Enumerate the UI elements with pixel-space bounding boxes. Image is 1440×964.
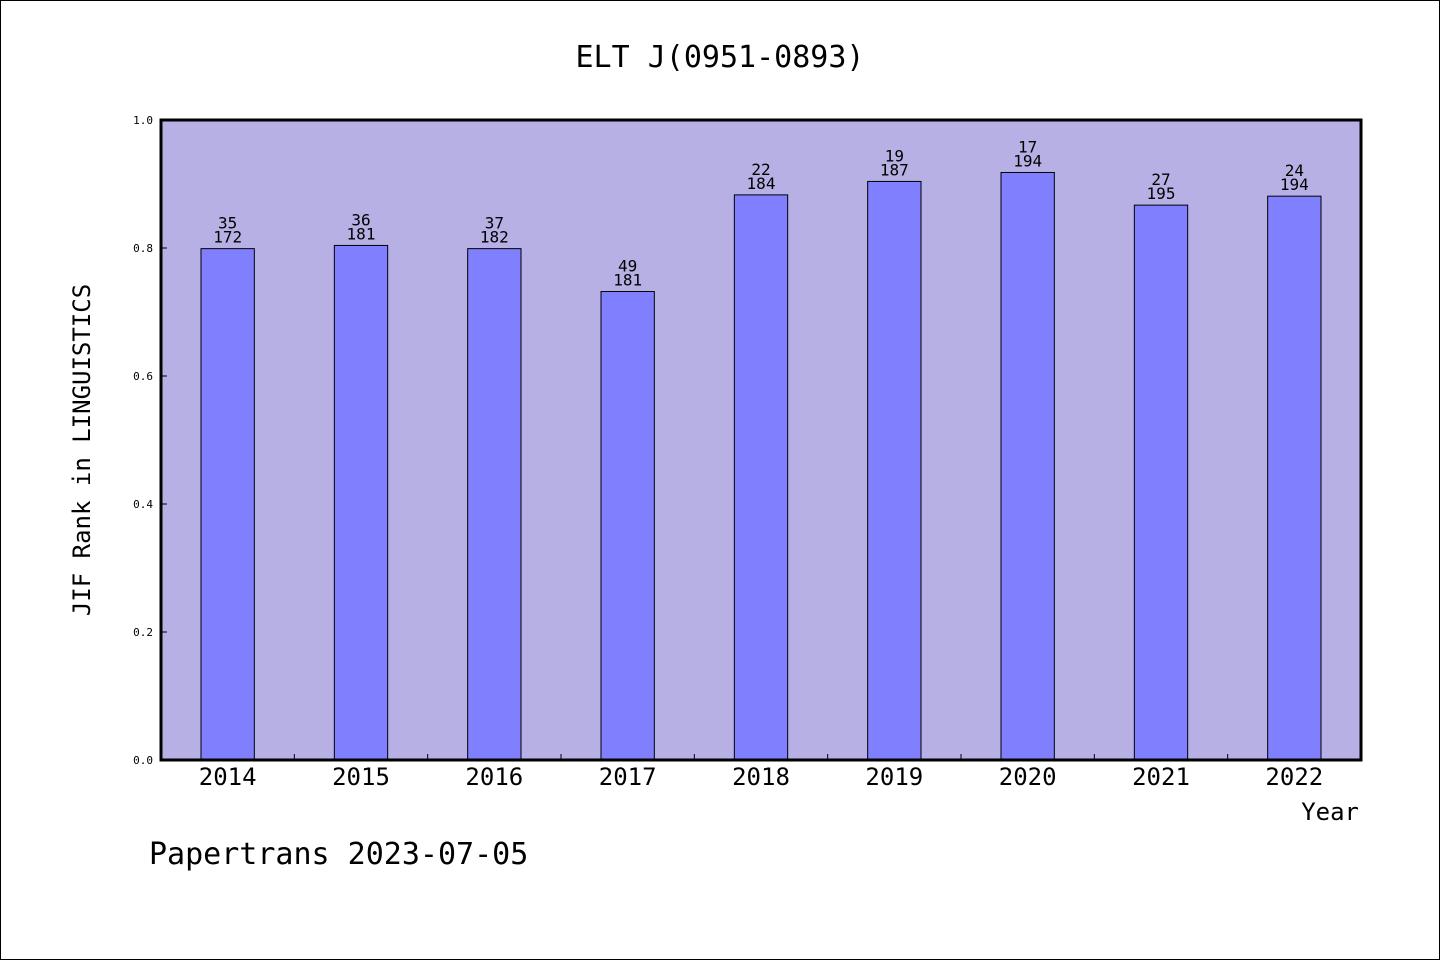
y-tick-label: 0.2	[133, 626, 153, 639]
y-axis: 0.0 0.2 0.4 0.6 0.8 1.0	[133, 114, 167, 767]
bar-rank-label: 27	[1151, 170, 1170, 189]
x-tick-label: 2020	[999, 763, 1057, 791]
bar-rank-label: 35	[218, 214, 237, 233]
bar-2016	[467, 248, 522, 761]
bar-2020	[1000, 171, 1055, 761]
bar-2014	[200, 248, 255, 761]
y-tick-label: 0.8	[133, 242, 153, 255]
y-tick-label: 1.0	[133, 114, 153, 127]
bar-rank-label: 19	[885, 146, 904, 165]
bar-total-label: 172	[213, 228, 242, 247]
x-tick-label: 2014	[199, 763, 257, 791]
y-tick-label: 0.4	[133, 498, 153, 511]
bar-total-label: 195	[1147, 184, 1176, 203]
bar-total-label: 184	[747, 174, 776, 193]
x-axis: 2014 2015 2016 2017 2018 2019 2020 2021 2022	[199, 754, 1323, 791]
bar-total-label: 181	[347, 224, 376, 243]
bar-2017	[600, 291, 655, 761]
bar-2015	[333, 244, 389, 761]
y-tick-label: 0.6	[133, 370, 153, 383]
bar-rank-label: 37	[485, 214, 504, 233]
x-tick-label: 2016	[465, 763, 523, 791]
bar-total-label: 194	[1013, 151, 1042, 170]
x-axis-label: Year	[1301, 798, 1359, 826]
footer-text: Papertrans 2023-07-05	[149, 837, 528, 872]
bar-total-label: 194	[1280, 175, 1309, 194]
bar-rank-label: 24	[1285, 161, 1304, 180]
bar-total-label: 181	[613, 271, 642, 290]
bar-2021	[1133, 204, 1189, 761]
bar-rank-label: 22	[751, 160, 770, 179]
x-tick-label: 2015	[332, 763, 390, 791]
x-tick-label: 2022	[1265, 763, 1323, 791]
bar-2019	[867, 180, 922, 761]
chart-title: ELT J(0951-0893)	[576, 40, 865, 75]
y-axis-label: JIF Rank in LINGUISTICS	[68, 284, 96, 616]
plot-border	[159, 118, 1363, 762]
bar-2018	[733, 194, 789, 761]
bar-2022	[1267, 195, 1322, 761]
bar-total-label: 187	[880, 160, 909, 179]
bars-group	[200, 171, 1322, 761]
bar-rank-label: 36	[351, 210, 370, 229]
bar-labels-group: 3517236181371824918122184191871719427195…	[213, 137, 1309, 289]
bar-total-label: 182	[480, 228, 509, 247]
y-tick-label: 0.0	[133, 754, 153, 767]
x-tick-label: 2017	[599, 763, 657, 791]
x-tick-label: 2019	[865, 763, 923, 791]
bar-rank-label: 49	[618, 257, 637, 276]
bar-rank-label: 17	[1018, 137, 1037, 156]
x-tick-label: 2018	[732, 763, 790, 791]
x-tick-label: 2021	[1132, 763, 1190, 791]
